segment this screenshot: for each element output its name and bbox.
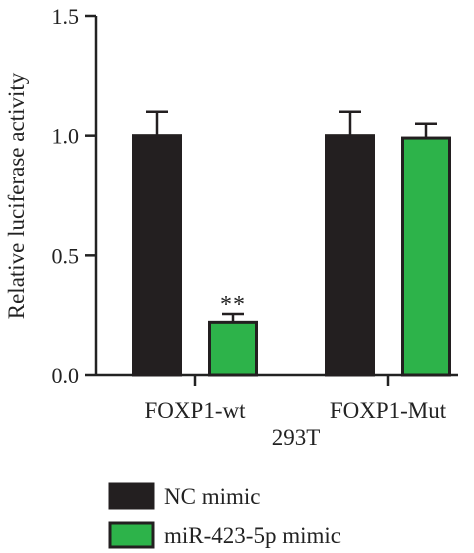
bar <box>325 134 375 377</box>
x-categories: FOXP1-wt FOXP1-Mut <box>145 375 447 423</box>
significance-label: ** <box>220 292 246 318</box>
y-tick-label: 1.5 <box>52 4 80 29</box>
bar <box>132 134 182 377</box>
x-tick-label: FOXP1-wt <box>145 398 247 423</box>
annotations: ** <box>220 292 246 318</box>
legend-label: NC mimic <box>164 484 260 509</box>
bars <box>132 134 451 377</box>
y-axis: 0.0 0.5 1.0 1.5 Relative luciferase activit… <box>4 4 98 388</box>
bar <box>208 320 258 377</box>
y-tick-label: 0.5 <box>52 243 80 268</box>
x-axis: FOXP1-wt FOXP1-Mut 293T <box>96 373 458 450</box>
y-ticks: 0.0 0.5 1.0 1.5 <box>52 4 96 388</box>
legend-label: miR-423-5p mimic <box>164 523 341 548</box>
legend: NC mimic miR-423-5p mimic <box>108 482 341 549</box>
y-axis-title: Relative luciferase activity <box>4 72 29 319</box>
y-tick-label: 0.0 <box>52 363 80 388</box>
legend-swatch <box>108 482 155 510</box>
bar <box>401 136 451 377</box>
error-bars <box>146 110 437 323</box>
x-tick-label: FOXP1-Mut <box>330 398 447 423</box>
y-tick-label: 1.0 <box>52 124 80 149</box>
x-axis-title: 293T <box>272 425 321 450</box>
legend-swatch <box>108 521 155 549</box>
